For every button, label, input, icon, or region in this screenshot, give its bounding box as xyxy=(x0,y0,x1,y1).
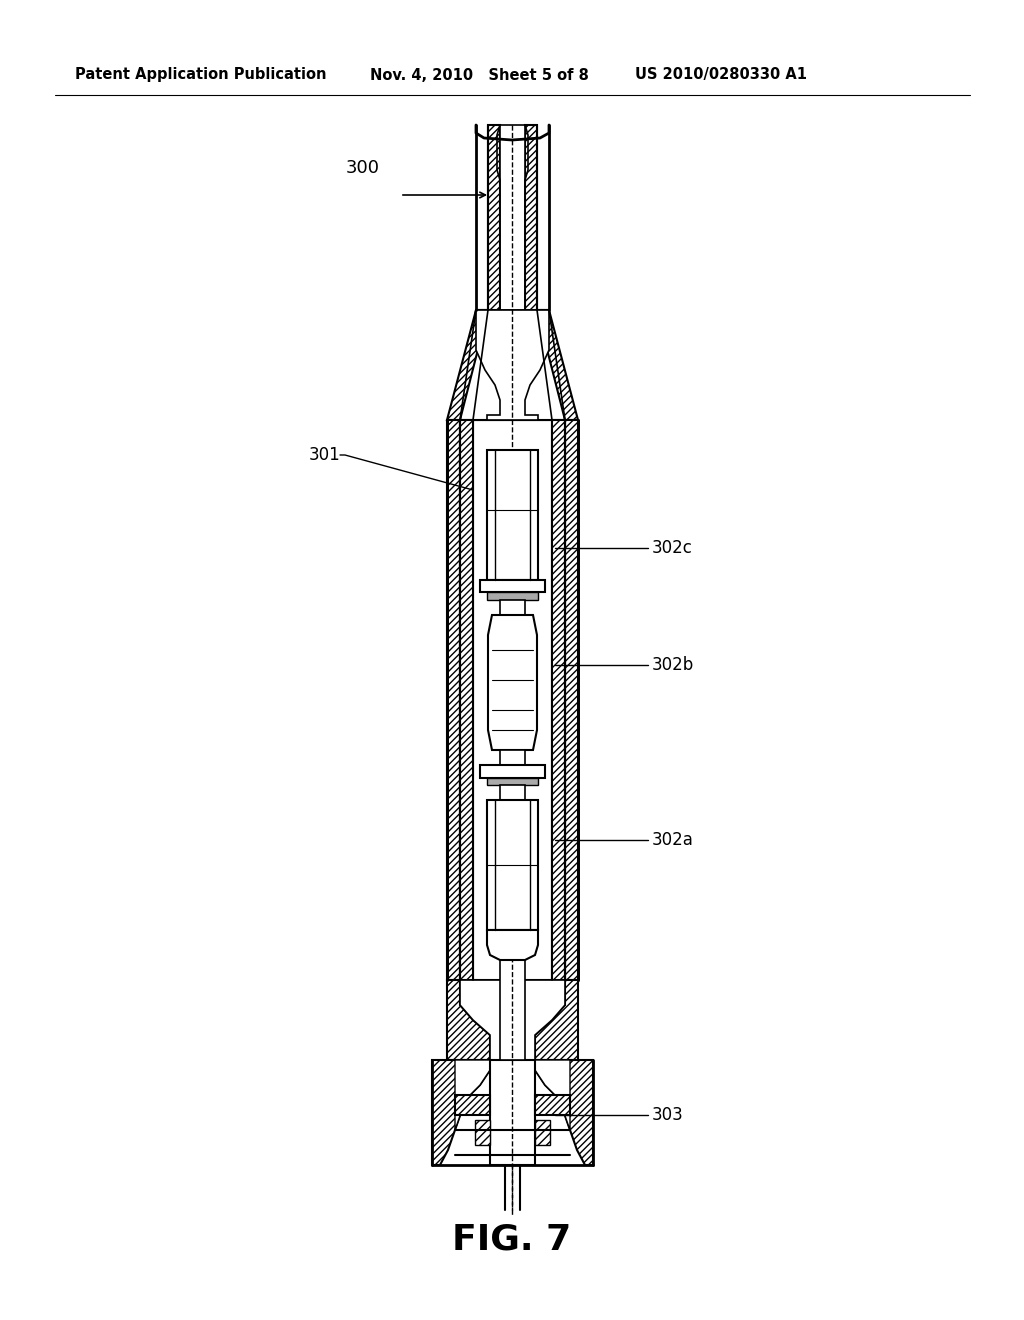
Polygon shape xyxy=(447,310,488,420)
Text: 302b: 302b xyxy=(652,656,694,675)
Polygon shape xyxy=(535,1060,570,1130)
Polygon shape xyxy=(552,420,565,979)
Polygon shape xyxy=(455,1096,490,1115)
Polygon shape xyxy=(480,579,545,591)
Text: 303: 303 xyxy=(652,1106,684,1125)
Polygon shape xyxy=(535,1096,570,1115)
Polygon shape xyxy=(487,450,538,579)
Polygon shape xyxy=(487,800,538,931)
Polygon shape xyxy=(473,420,552,979)
Polygon shape xyxy=(476,310,549,420)
Text: 302a: 302a xyxy=(652,832,694,849)
Polygon shape xyxy=(500,125,525,310)
Polygon shape xyxy=(460,979,565,1060)
Text: FIG. 7: FIG. 7 xyxy=(453,1224,571,1257)
Polygon shape xyxy=(500,601,525,615)
Polygon shape xyxy=(487,777,538,785)
Polygon shape xyxy=(500,960,525,1060)
Text: 300: 300 xyxy=(346,158,380,177)
Polygon shape xyxy=(487,931,538,960)
Polygon shape xyxy=(447,420,460,979)
Polygon shape xyxy=(525,125,537,310)
Text: Patent Application Publication: Patent Application Publication xyxy=(75,67,327,82)
Polygon shape xyxy=(535,1119,550,1144)
Polygon shape xyxy=(487,591,538,601)
Text: 301: 301 xyxy=(308,446,340,465)
Polygon shape xyxy=(565,420,578,979)
Text: US 2010/0280330 A1: US 2010/0280330 A1 xyxy=(635,67,807,82)
Polygon shape xyxy=(488,615,537,750)
Polygon shape xyxy=(475,1119,490,1144)
Text: 302c: 302c xyxy=(652,539,693,557)
Polygon shape xyxy=(480,766,545,777)
Text: Nov. 4, 2010   Sheet 5 of 8: Nov. 4, 2010 Sheet 5 of 8 xyxy=(370,67,589,82)
Polygon shape xyxy=(488,125,500,310)
Polygon shape xyxy=(535,1060,593,1166)
Polygon shape xyxy=(455,1060,490,1130)
Polygon shape xyxy=(447,979,490,1060)
Polygon shape xyxy=(432,1060,490,1166)
Polygon shape xyxy=(460,310,565,420)
Polygon shape xyxy=(500,750,525,766)
Polygon shape xyxy=(490,1060,535,1166)
Polygon shape xyxy=(535,979,578,1060)
Polygon shape xyxy=(460,420,473,979)
Polygon shape xyxy=(500,785,525,800)
Polygon shape xyxy=(537,310,578,420)
